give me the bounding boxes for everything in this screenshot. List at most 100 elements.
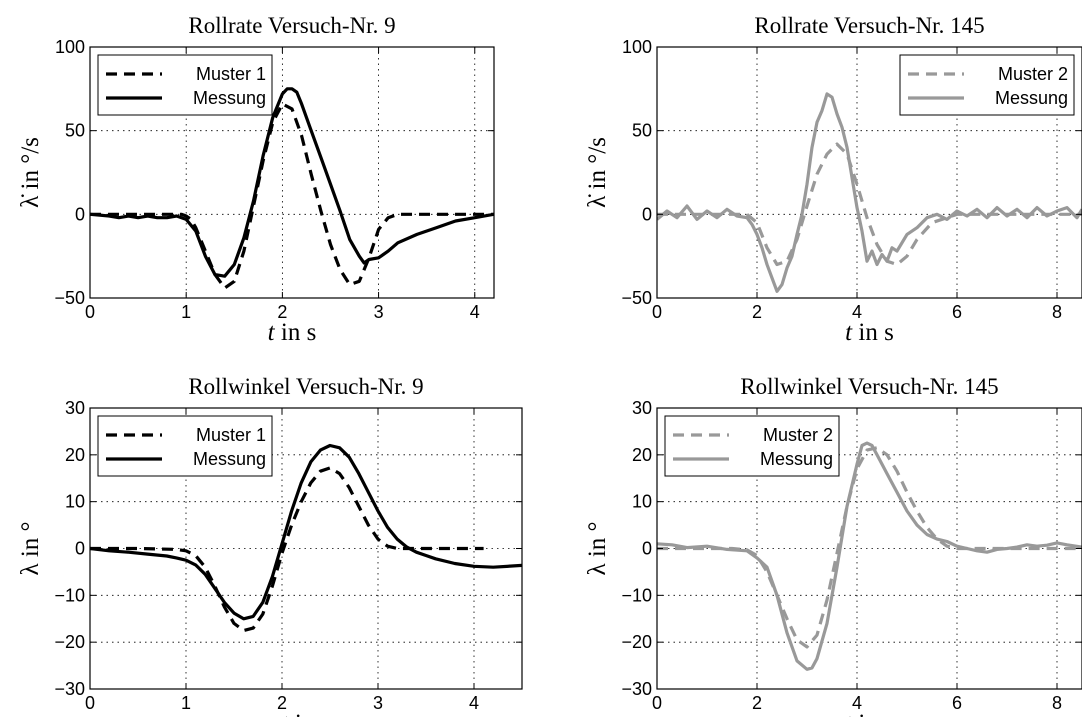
legend-label: Muster 1: [196, 64, 266, 84]
x-tick-label: 3: [373, 693, 383, 713]
y-tick-label: 10: [65, 492, 85, 512]
y-tick-label: −50: [54, 288, 85, 308]
legend: Muster 1 Messung: [97, 415, 273, 477]
x-tick-label: 8: [1052, 302, 1062, 322]
chart-title: Rollwinkel Versuch-Nr. 145: [740, 374, 998, 399]
y-axis-unit: in °/s: [17, 137, 44, 196]
series-line-messung: [657, 92, 1082, 293]
x-tick-label: 2: [277, 302, 287, 322]
series-line-messung: [90, 443, 522, 621]
y-tick-label: 0: [75, 204, 85, 224]
y-axis-unit: in °/s: [584, 137, 611, 196]
legend-label: Messung: [995, 88, 1068, 108]
x-tick-label: 4: [852, 302, 862, 322]
y-tick-label: 100: [55, 37, 85, 57]
x-tick-label: 0: [85, 302, 95, 322]
chart-title: Rollrate Versuch-Nr. 9: [188, 13, 395, 38]
x-tick-label: 1: [181, 693, 191, 713]
x-tick-label: 6: [952, 302, 962, 322]
y-tick-label: 20: [632, 445, 652, 465]
y-tick-label: −20: [54, 632, 85, 652]
legend: Muster 2 Messung: [664, 415, 840, 477]
x-axis-variable: t: [282, 710, 290, 717]
y-axis-label: λ̇ in °/s: [584, 137, 611, 208]
x-tick-label: 1: [181, 302, 191, 322]
x-tick-label: 8: [1052, 693, 1062, 713]
series-line-muster-1: [90, 102, 494, 290]
x-axis-label: t in s: [268, 319, 317, 346]
x-axis-variable: t: [845, 319, 853, 346]
series-line-muster-2: [657, 142, 1082, 267]
x-axis-unit: in s: [852, 710, 894, 717]
x-tick-label: 4: [852, 693, 862, 713]
series-line-muster-1: [90, 466, 484, 633]
y-tick-label: 50: [632, 121, 652, 141]
y-tick-label: −10: [54, 585, 85, 605]
x-tick-label: 4: [470, 302, 480, 322]
y-tick-label: −30: [54, 679, 85, 699]
x-axis-unit: in s: [275, 319, 317, 346]
legend-box: [664, 415, 840, 477]
chart-rollwinkel-versuch-9: 0 1 2 3 4 −30 −20 −10 0 10 20 30 Rollwinkel Versuch-…: [17, 374, 523, 717]
x-axis-variable: t: [845, 710, 853, 717]
legend: Muster 2 Messung: [899, 54, 1075, 116]
series-line-messung: [657, 441, 1082, 671]
legend-label: Messung: [760, 449, 833, 469]
legend-label: Messung: [193, 88, 266, 108]
y-tick-label: 0: [642, 539, 652, 559]
legend: Muster 1 Messung: [97, 54, 273, 116]
x-tick-label: 0: [85, 693, 95, 713]
chart-title: Rollrate Versuch-Nr. 145: [754, 13, 984, 38]
x-tick-label: 2: [752, 693, 762, 713]
chart-rollwinkel-versuch-145: 0 2 4 6 8 −30 −20 −10 0 10 20 30 Rollwinkel Versuch-…: [584, 374, 1082, 717]
y-axis-unit: in °: [584, 521, 611, 563]
y-tick-label: 20: [65, 445, 85, 465]
y-tick-label: −30: [621, 679, 652, 699]
x-tick-label: 0: [652, 693, 662, 713]
y-tick-label: 0: [642, 204, 652, 224]
legend-box: [97, 415, 273, 477]
x-axis-label: t in s: [845, 319, 894, 346]
y-axis-unit: in °: [17, 521, 44, 563]
chart-title: Rollwinkel Versuch-Nr. 9: [188, 374, 423, 399]
y-axis-label: λ̇ in °/s: [17, 137, 44, 208]
legend-label: Messung: [193, 449, 266, 469]
legend-label: Muster 2: [998, 64, 1068, 84]
y-tick-label: 10: [632, 492, 652, 512]
y-axis-label: λ in °: [584, 521, 611, 575]
x-tick-label: 2: [752, 302, 762, 322]
x-axis-label: t in s: [282, 710, 331, 717]
y-tick-label: 30: [632, 398, 652, 418]
x-axis-unit: in s: [289, 710, 331, 717]
series-line-messung: [90, 87, 494, 278]
y-tick-label: 100: [622, 37, 652, 57]
y-axis-variable: λ̇: [17, 194, 44, 208]
axes-frame: [656, 46, 1082, 299]
x-axis-unit: in s: [852, 319, 894, 346]
x-tick-label: 4: [469, 693, 479, 713]
x-tick-label: 6: [952, 693, 962, 713]
y-tick-label: 30: [65, 398, 85, 418]
legend-box: [899, 54, 1075, 116]
x-tick-label: 3: [374, 302, 384, 322]
y-axis-variable: λ̇: [584, 194, 611, 208]
y-axis-label: λ in °: [17, 521, 44, 575]
y-tick-label: 50: [65, 121, 85, 141]
y-tick-label: 0: [75, 539, 85, 559]
legend-box: [97, 54, 273, 116]
axes-frame: [89, 46, 495, 299]
y-tick-label: −20: [621, 632, 652, 652]
x-axis-label: t in s: [845, 710, 894, 717]
x-axis-variable: t: [268, 319, 276, 346]
legend-label: Muster 2: [763, 425, 833, 445]
x-tick-label: 0: [652, 302, 662, 322]
y-axis-variable: λ: [584, 563, 611, 575]
y-tick-label: −50: [621, 288, 652, 308]
legend-label: Muster 1: [196, 425, 266, 445]
y-tick-label: −10: [621, 585, 652, 605]
x-tick-label: 2: [277, 693, 287, 713]
y-axis-variable: λ: [17, 563, 44, 575]
